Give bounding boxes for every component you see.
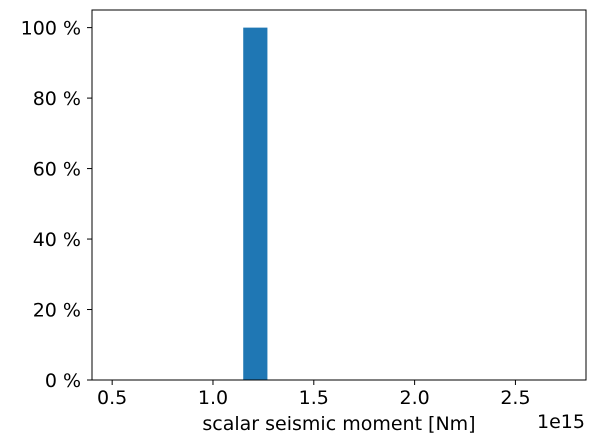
bars-layer xyxy=(243,27,268,380)
y-tick-label: 100 % xyxy=(21,18,81,40)
x-axis-offset-label: 1e15 xyxy=(537,411,585,433)
y-tick-label: 20 % xyxy=(33,300,81,322)
x-tick-label: 1.5 xyxy=(299,387,329,409)
x-tick-label: 2.0 xyxy=(400,387,430,409)
x-tick-label: 1.0 xyxy=(198,387,228,409)
plot-area xyxy=(92,10,586,380)
x-tick-label: 0.5 xyxy=(97,387,127,409)
y-axis: 0 % 20 % 40 % 60 % 80 % 100 % xyxy=(21,18,92,392)
x-axis: 0.5 1.0 1.5 2.0 2.5 xyxy=(97,380,531,409)
x-tick-label: 2.5 xyxy=(500,387,530,409)
plot-frame xyxy=(91,9,587,381)
y-tick-label: 40 % xyxy=(33,229,81,251)
histogram-bar-0 xyxy=(243,27,268,380)
y-tick-label: 0 % xyxy=(45,370,81,392)
y-tick-label: 60 % xyxy=(33,159,81,181)
x-axis-label: scalar seismic moment [Nm] xyxy=(202,413,475,435)
y-tick-label: 80 % xyxy=(33,88,81,110)
